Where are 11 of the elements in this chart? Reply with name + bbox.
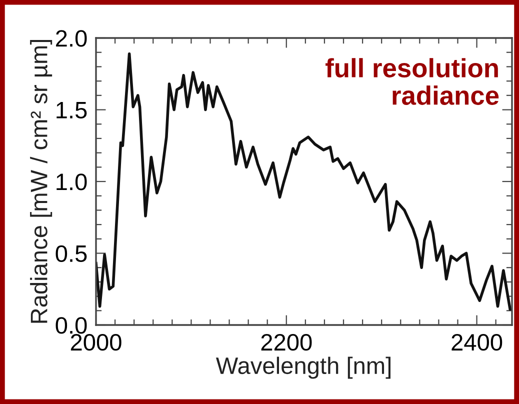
y-tick-label: 0.5	[56, 245, 87, 262]
y-tick-label: 1.5	[56, 102, 87, 119]
annotation: full resolution radiance	[326, 58, 499, 105]
y-tick-label: 1.0	[56, 174, 87, 190]
x-tick-label: 2400	[452, 334, 502, 351]
x-tick-label: 2200	[261, 334, 312, 351]
y-tick-label: 0.0	[56, 317, 87, 334]
x-axis-title: Wavelength [nm]	[216, 356, 390, 379]
y-axis-title: Radiance [mW / cm² sr µm]	[30, 40, 52, 323]
y-tick-label: 2.0	[56, 30, 87, 47]
x-tick-label: 2000	[70, 334, 122, 351]
